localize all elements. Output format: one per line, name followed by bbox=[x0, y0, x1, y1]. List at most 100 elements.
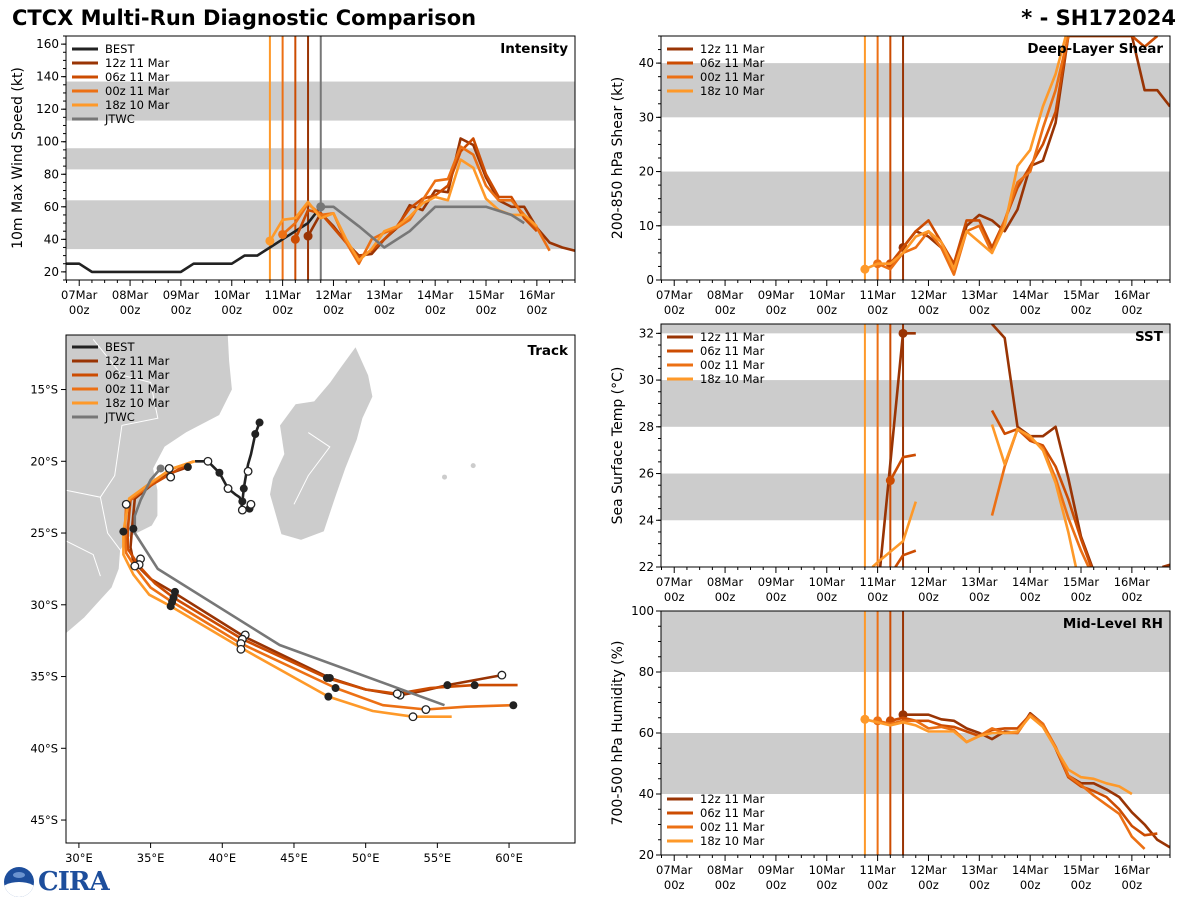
axes-frame bbox=[65, 334, 576, 844]
plot-area bbox=[661, 611, 1170, 855]
x-tick-label-date: 11Mar bbox=[859, 575, 896, 589]
legend-item: 12z 11 Mar bbox=[72, 354, 170, 368]
legend-label: 06z 11 Mar bbox=[700, 344, 765, 358]
x-tick-label-date: 12Mar bbox=[315, 288, 352, 302]
x-tick-label-hour: 00z bbox=[816, 590, 837, 604]
panel-title: Intensity bbox=[500, 41, 568, 57]
y-tick-label: 28 bbox=[639, 420, 654, 434]
x-tick-label-hour: 00z bbox=[476, 303, 497, 317]
series-line-jtwc bbox=[320, 205, 525, 249]
series-line-06z-11-mar bbox=[990, 409, 1093, 567]
legend-label: 06z 11 Mar bbox=[700, 806, 765, 820]
x-tick-label-date: 16Mar bbox=[1114, 288, 1151, 302]
x-tick-label-date: 07Mar bbox=[656, 575, 693, 589]
legend-item: 00z 11 Mar bbox=[72, 382, 170, 396]
legend-label: JTWC bbox=[104, 410, 135, 424]
track-point-open bbox=[236, 644, 246, 654]
legend-label: 06z 11 Mar bbox=[700, 56, 765, 70]
x-tick-label-hour: 00z bbox=[527, 303, 548, 317]
init-point-marker bbox=[303, 231, 313, 241]
init-point-marker bbox=[860, 714, 870, 724]
chart-track: 30°E 35°E 40°E 45°E 50°E 55°E 60°E 15°S 20°S 25°S… bbox=[30, 334, 576, 865]
legend-item: 00z 11 Mar bbox=[667, 70, 765, 84]
x-tick-label-hour: 00z bbox=[918, 590, 939, 604]
storm-id: * - SH172024 bbox=[1021, 6, 1176, 30]
cira-logo: CIRA bbox=[38, 867, 110, 897]
x-tick-label-hour: 00z bbox=[816, 878, 837, 892]
y-tick-label: 0 bbox=[646, 273, 654, 287]
track-point-filled bbox=[255, 418, 264, 427]
x-tick-label-hour: 00z bbox=[715, 878, 736, 892]
x-tick-label-hour: 00z bbox=[1071, 303, 1092, 317]
y-tick-label: 30°S bbox=[30, 598, 58, 612]
x-tick-label-hour: 00z bbox=[664, 878, 685, 892]
island-mauritius bbox=[470, 463, 476, 469]
legend-label: 18z 10 Mar bbox=[700, 372, 765, 386]
x-tick-label-hour: 00z bbox=[1122, 590, 1143, 604]
x-tick-label-date: 12Mar bbox=[910, 288, 947, 302]
init-point-marker bbox=[290, 234, 300, 244]
x-tick-label-date: 08Mar bbox=[112, 288, 149, 302]
track-point-open bbox=[166, 472, 176, 482]
x-tick-label: 35°E bbox=[137, 851, 165, 865]
x-tick-label-date: 08Mar bbox=[707, 288, 744, 302]
island-reunion bbox=[442, 474, 448, 480]
y-tick-label: 120 bbox=[36, 102, 59, 116]
x-tick-label-hour: 00z bbox=[715, 303, 736, 317]
legend-item: 12z 11 Mar bbox=[667, 42, 765, 56]
x-tick-label-date: 08Mar bbox=[707, 575, 744, 589]
series-line-06z-11-mar bbox=[894, 549, 917, 567]
series-line-06z-11-mar bbox=[890, 713, 1158, 837]
x-tick-label-date: 10Mar bbox=[809, 863, 846, 877]
y-tick-label: 32 bbox=[639, 326, 654, 340]
x-tick-label-hour: 00z bbox=[171, 303, 192, 317]
track-point-open bbox=[164, 464, 174, 473]
y-axis-label: 10m Max Wind Speed (kt) bbox=[10, 67, 26, 249]
track-point-filled bbox=[156, 464, 165, 473]
x-tick-label-hour: 00z bbox=[969, 878, 990, 892]
track-point-open bbox=[223, 484, 233, 493]
x-tick-label-date: 07Mar bbox=[656, 863, 693, 877]
x-tick-label-hour: 00z bbox=[969, 303, 990, 317]
legend-label: 06z 11 Mar bbox=[105, 368, 170, 382]
x-tick-label-hour: 00z bbox=[1122, 878, 1143, 892]
x-tick-label-date: 16Mar bbox=[1114, 863, 1151, 877]
x-tick-label-date: 09Mar bbox=[163, 288, 200, 302]
x-tick-label-hour: 00z bbox=[1020, 878, 1041, 892]
x-tick-label: 30°E bbox=[65, 851, 93, 865]
x-tick-label-hour: 00z bbox=[766, 590, 787, 604]
series-line-18z-10-mar bbox=[871, 501, 918, 567]
y-tick-label: 140 bbox=[36, 70, 59, 84]
x-tick-label-date: 15Mar bbox=[1063, 575, 1100, 589]
threshold-band bbox=[661, 473, 1170, 521]
track-point-filled bbox=[239, 484, 248, 493]
legend-label: 12z 11 Mar bbox=[105, 354, 170, 368]
x-tick-label-hour: 00z bbox=[867, 303, 888, 317]
track-point-filled bbox=[183, 463, 192, 472]
series-line-06z-11-mar bbox=[889, 453, 917, 482]
y-tick-label: 40 bbox=[639, 787, 654, 801]
y-tick-label: 35°S bbox=[30, 670, 58, 684]
x-tick-label-date: 07Mar bbox=[61, 288, 98, 302]
x-tick-label-hour: 00z bbox=[323, 303, 344, 317]
track-point-open bbox=[203, 456, 213, 466]
x-tick-label-hour: 00z bbox=[766, 303, 787, 317]
legend-label: BEST bbox=[105, 42, 135, 56]
y-tick-label: 26 bbox=[639, 467, 654, 481]
x-tick-label: 50°E bbox=[352, 851, 380, 865]
legend-item: 18z 10 Mar bbox=[667, 84, 765, 98]
legend-item: 00z 11 Mar bbox=[72, 84, 170, 98]
legend-label: 06z 11 Mar bbox=[105, 70, 170, 84]
y-tick-label: 100 bbox=[36, 135, 59, 149]
legend-item: 12z 11 Mar bbox=[72, 56, 170, 70]
legend-item: JTWC bbox=[72, 410, 135, 424]
x-tick-label-hour: 00z bbox=[918, 303, 939, 317]
country-border bbox=[66, 489, 121, 551]
plot-area bbox=[661, 36, 1170, 280]
noaa-logo-icon bbox=[4, 867, 34, 897]
series-line-12z-11-mar bbox=[991, 324, 1094, 567]
track-line-00z-11-mar bbox=[123, 460, 514, 711]
init-point-marker bbox=[898, 328, 908, 338]
